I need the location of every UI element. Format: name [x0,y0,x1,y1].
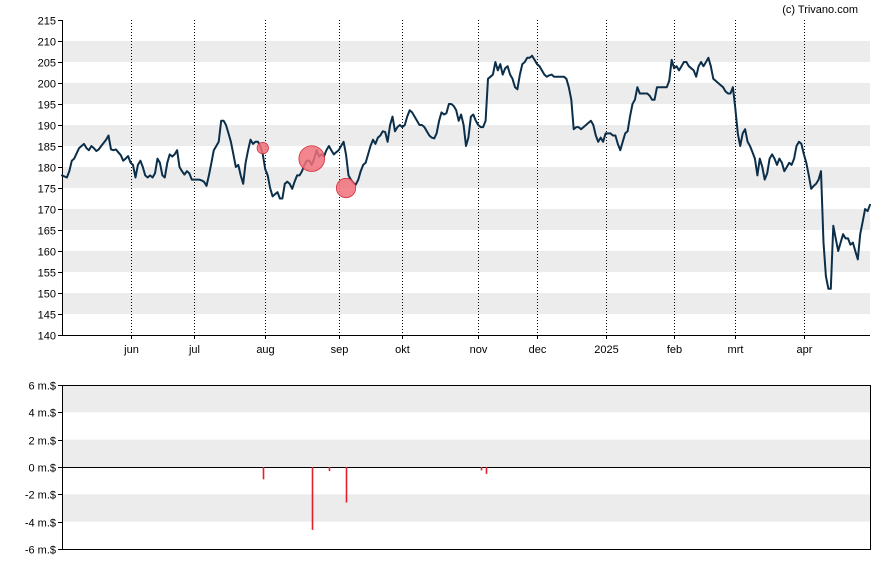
month-tick-label: jun [123,344,139,356]
volume-y-tick-label: -4 m.$ [25,518,56,530]
price-band [62,293,870,314]
volume-y-tick-label: 4 m.$ [28,408,56,420]
volume-y-tick-label: -6 m.$ [25,545,56,557]
price-y-tick-label: 195 [38,100,56,112]
price-y-tick-label: 215 [38,16,56,28]
price-band [62,209,870,230]
month-tick-label: okt [395,344,410,356]
insider-trade-bubble [256,142,269,155]
price-band [62,251,870,272]
price-y-tick-label: 180 [38,163,56,175]
month-tick-label: sep [331,344,349,356]
month-tick-label: 2025 [594,344,618,356]
month-tick-label: feb [667,344,682,356]
price-panel: 140 145 150 155 160 165 170 175 180 185 190 195 200 2… [38,16,871,356]
price-y-tick-label: 190 [38,121,56,133]
insider-trade-bubble [298,145,326,172]
price-band [62,167,870,188]
price-band [62,41,870,62]
insider-volume-panel: 6 m.$ 4 m.$ 2 m.$ 0 m.$ -2 m.$ -4 m.$ -6 m.$ [25,381,871,557]
volume-y-tick-label: 6 m.$ [28,381,56,393]
copyright-label: (c) Trivano.com [782,4,858,16]
volume-y-tick-label: 2 m.$ [28,436,56,448]
month-tick-label: apr [797,344,813,356]
price-y-tick-label: 145 [38,310,56,322]
month-tick-label: jul [188,344,200,356]
price-y-tick-label: 210 [38,37,56,49]
price-y-tick-label: 165 [38,226,56,238]
month-tick-label: nov [470,344,488,356]
month-tick-label: aug [256,344,274,356]
price-line [61,54,871,290]
price-y-tick-label: 175 [38,184,56,196]
volume-y-tick-label: 0 m.$ [28,463,56,475]
insider-trade-bubble [335,177,357,199]
price-y-tick-label: 200 [38,79,56,91]
price-y-tick-label: 160 [38,247,56,259]
price-y-tick-label: 170 [38,205,56,217]
price-y-tick-label: 205 [38,58,56,70]
month-tick-label: mrt [728,344,744,356]
volume-band [62,439,870,467]
volume-band [62,494,870,522]
price-y-tick-label: 150 [38,289,56,301]
price-y-tick-label: 155 [38,268,56,280]
month-tick-label: dec [529,344,547,356]
price-y-tick-label: 140 [38,331,56,343]
volume-band [62,385,870,413]
price-band [62,125,870,146]
price-y-tick-label: 185 [38,142,56,154]
volume-y-tick-label: -2 m.$ [25,490,56,502]
price-band [62,83,870,104]
